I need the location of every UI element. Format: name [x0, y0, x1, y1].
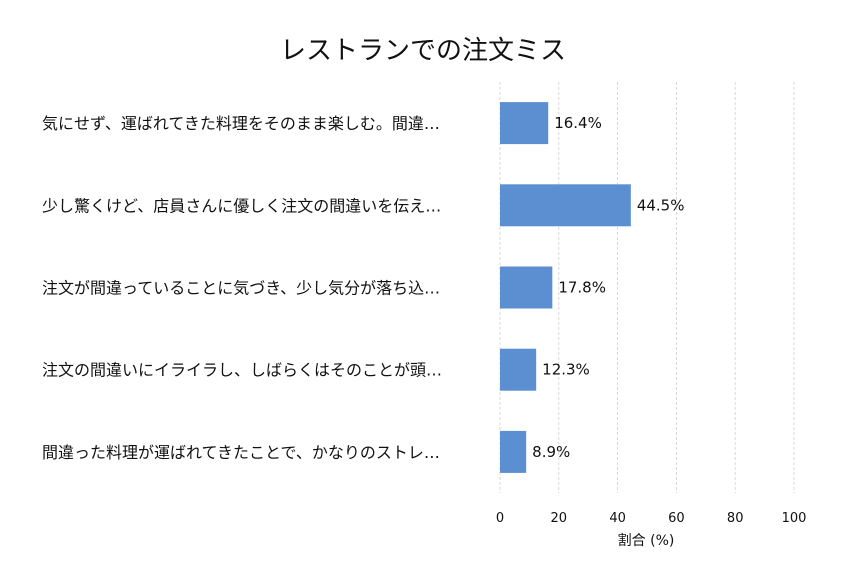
- bar: [500, 348, 537, 391]
- bar: [500, 430, 527, 473]
- x-tick-label: 60: [668, 511, 685, 526]
- category-label: 間違った料理が運ばれてきたことで、かなりのストレ…: [42, 443, 440, 462]
- category-label: 少し驚くけど、店員さんに優しく注文の間違いを伝え…: [42, 196, 441, 215]
- x-tick-label: 80: [727, 511, 744, 526]
- x-tick-label: 0: [496, 511, 504, 526]
- value-label: 17.8%: [558, 279, 606, 297]
- category-label: 気にせず、運ばれてきた料理をそのまま楽しむ。間違…: [42, 114, 440, 133]
- label-layer: 気にせず、運ばれてきた料理をそのまま楽しむ。間違… 16.4% 少し驚くけど、店員さ…: [42, 114, 684, 462]
- axis-layer: 0 20 40 60 80 100 割合 (%): [496, 511, 807, 549]
- value-label: 8.9%: [532, 443, 570, 461]
- x-axis-label: 割合 (%): [618, 532, 675, 549]
- bar-layer: [500, 102, 631, 473]
- x-tick-label: 100: [782, 511, 807, 526]
- value-label: 16.4%: [554, 114, 602, 132]
- bar: [500, 102, 549, 145]
- bar: [500, 266, 553, 309]
- value-label: 12.3%: [542, 361, 590, 379]
- bar: [500, 184, 631, 227]
- chart-title: レストランでの注文ミス: [279, 36, 566, 66]
- x-tick-label: 40: [609, 511, 626, 526]
- category-label: 注文の間違いにイライラし、しばらくはそのことが頭…: [42, 361, 442, 380]
- value-label: 44.5%: [637, 196, 685, 214]
- category-label: 注文が間違っていることに気づき、少し気分が落ち込…: [42, 279, 440, 298]
- x-tick-label: 20: [551, 511, 568, 526]
